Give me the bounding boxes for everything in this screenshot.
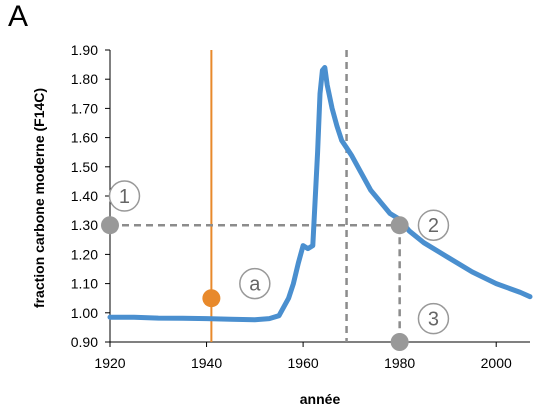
annotation-label: a: [249, 274, 261, 296]
annotations: 1 2 3 a: [108, 180, 450, 335]
x-tick-label: 2000: [481, 355, 512, 371]
annotation-label: 3: [428, 309, 439, 331]
x-tick-label: 1920: [94, 355, 125, 371]
series-group: [107, 65, 533, 323]
x-tick-label: 1980: [384, 355, 415, 371]
marker-point: [390, 333, 409, 351]
y-tick-label: 1.50: [71, 159, 98, 175]
y-tick-label: 1.20: [71, 246, 98, 262]
y-tick-label: 1.90: [71, 42, 98, 58]
annotation-circle: [417, 209, 450, 241]
x-tick-label: 1960: [288, 355, 319, 371]
x-tick-label: 1940: [191, 355, 222, 371]
y-tick-label: 1.70: [71, 100, 98, 116]
markers: [101, 216, 409, 351]
annotation-label: 2: [428, 215, 439, 237]
annotation-circle: [108, 180, 141, 212]
y-tick-label: 1.00: [71, 305, 98, 321]
y-tick-label: 1.60: [71, 130, 98, 146]
annotation-label: 1: [119, 186, 130, 208]
annotation-circle: [239, 267, 271, 300]
annotation-circle: [417, 302, 450, 335]
series-line: [107, 65, 533, 323]
panel-letter: A: [8, 0, 29, 33]
y-axis-title: fraction carbone moderne (F14C): [31, 88, 47, 308]
marker-point: [390, 216, 409, 235]
y-tick-label: 1.80: [71, 71, 98, 87]
marker-point: [101, 216, 119, 235]
y-tick-label: 1.40: [71, 188, 98, 204]
marker-point: [202, 289, 221, 308]
tick-labels: 0.90 1.00 1.10 1.20 1.30 1.40 1.50 1.60 1.70 1.80…: [71, 42, 512, 371]
y-tick-label: 1.30: [71, 217, 98, 233]
y-tick-label: 0.90: [71, 334, 98, 350]
x-axis-title: année: [300, 391, 341, 407]
y-tick-label: 1.10: [71, 276, 98, 292]
